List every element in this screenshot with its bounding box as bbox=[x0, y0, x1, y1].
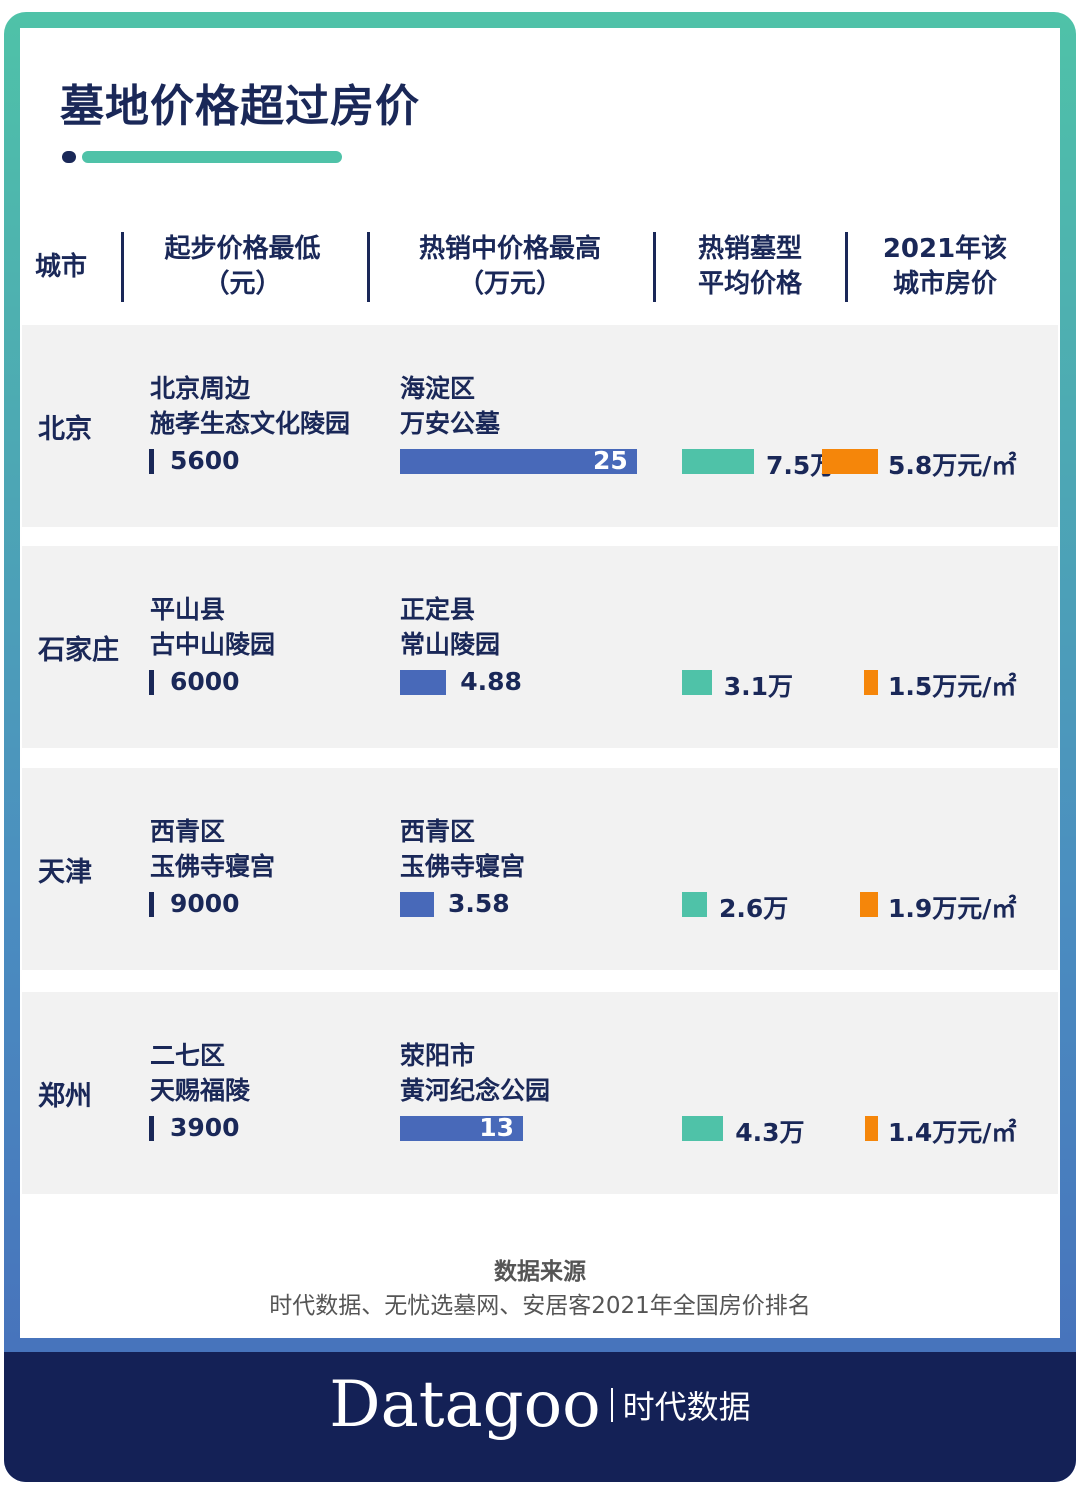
city-name: 天津 bbox=[38, 857, 92, 888]
avg-price-bar bbox=[682, 892, 707, 917]
cemetery-line: 二七区 bbox=[150, 1041, 226, 1070]
cemetery-line: 西青区 bbox=[150, 817, 226, 846]
min-price-marker bbox=[149, 1116, 154, 1141]
cemetery-line: 北京周边 bbox=[150, 374, 251, 403]
title-underline bbox=[82, 151, 342, 163]
max-price-value: 3.58 bbox=[447, 889, 510, 918]
cemetery-line: 天赐福陵 bbox=[150, 1076, 251, 1105]
column-divider bbox=[367, 232, 370, 302]
column-header: 2021年该 城市房价 bbox=[882, 234, 1008, 299]
table-row: 石家庄 平山县 古中山陵园 正定县 常山陵园 6000 4.88 3.1万 1.5万元/㎡ bbox=[22, 546, 1058, 748]
house-price-bar bbox=[822, 449, 878, 474]
max-price-bar bbox=[400, 670, 447, 695]
house-price-value: 1.4万元/㎡ bbox=[888, 1118, 1017, 1147]
city-name: 石家庄 bbox=[38, 635, 119, 666]
max-price-value: 13 bbox=[479, 1113, 515, 1142]
table-row: 郑州 二七区天赐福陵 荥阳市黄河纪念公园 3900 13 4.3万 1.4万元/㎡ bbox=[22, 992, 1058, 1194]
logo-en: Datagoo bbox=[329, 1368, 601, 1442]
logo-separator bbox=[610, 1388, 613, 1422]
city-name: 郑州 bbox=[38, 1081, 92, 1112]
max-price-bar bbox=[400, 1116, 524, 1141]
cemetery-line: 施孝生态文化陵园 bbox=[150, 409, 351, 438]
table-row: 天津 西青区 玉佛寺寝宫 西青区 玉佛寺寝宫 9000 3.58 2.6万 1.9万元/㎡ bbox=[22, 768, 1058, 970]
cemetery-line: 正定县 bbox=[400, 595, 476, 624]
cemetery-line: 玉佛寺寝宫 bbox=[150, 852, 276, 881]
footer-band bbox=[4, 1352, 1076, 1482]
min-price-value: 3900 bbox=[170, 1113, 240, 1142]
min-cemetery-name: 北京周边施孝生态文化陵园 bbox=[150, 371, 350, 441]
max-price-value: 4.88 bbox=[460, 667, 522, 696]
cemetery-line: 西青区 bbox=[400, 817, 476, 846]
avg-price-value: 3.1万 bbox=[723, 672, 794, 701]
house-price-value: 5.8万元/㎡ bbox=[888, 451, 1017, 480]
min-price-value: 5600 bbox=[170, 446, 240, 475]
min-cemetery-name: 平山县 古中山陵园 bbox=[150, 592, 275, 662]
max-price-value: 25 bbox=[593, 446, 628, 475]
max-cemetery-name: 荥阳市 黄河纪念公园 bbox=[400, 1038, 550, 1108]
avg-price-value: 4.3万 bbox=[735, 1118, 805, 1147]
page-title: 墓地价格超过房价 bbox=[60, 81, 420, 132]
avg-price-bar bbox=[682, 1116, 724, 1141]
column-header: 热销墓型 平均价格 bbox=[697, 234, 802, 299]
cemetery-line: 海淀区 bbox=[400, 374, 476, 403]
cemetery-line: 平山县 bbox=[150, 595, 226, 624]
table-row: 北京 北京周边 施孝生态文化陵园 海淀区 万安公墓 5600 25 7.5万 5.8万元/㎡ bbox=[22, 325, 1058, 527]
house-price-bar bbox=[863, 670, 878, 695]
column-divider bbox=[121, 232, 124, 302]
logo: Datagoo 时代数据 bbox=[0, 1368, 1080, 1442]
min-price-marker bbox=[149, 449, 154, 474]
column-divider bbox=[845, 232, 848, 302]
cemetery-line: 古中山陵园 bbox=[150, 630, 276, 659]
cemetery-line: 荥阳市 bbox=[400, 1041, 476, 1070]
logo-cn: 时代数据 bbox=[622, 1388, 751, 1426]
cemetery-line: 常山陵园 bbox=[400, 630, 501, 659]
column-header: 城市 bbox=[34, 252, 87, 282]
max-cemetery-name: 正定县 常山陵园 bbox=[400, 592, 500, 662]
column-divider bbox=[653, 232, 656, 302]
avg-price-bar bbox=[682, 670, 712, 695]
min-price-value: 9000 bbox=[170, 889, 240, 918]
min-price-marker bbox=[149, 892, 154, 917]
source-title: 数据来源 bbox=[494, 1259, 586, 1285]
avg-price-bar bbox=[682, 449, 754, 474]
min-cemetery-name: 二七区 天赐福陵 bbox=[150, 1038, 250, 1108]
title-dot bbox=[62, 151, 76, 163]
cemetery-line: 黄河纪念公园 bbox=[400, 1076, 551, 1105]
source-text: 时代数据、无忧选墓网、安居客2021年全国房价排名 bbox=[269, 1293, 811, 1319]
house-price-bar bbox=[859, 892, 878, 917]
house-price-value: 1.9万元/㎡ bbox=[888, 894, 1017, 923]
min-price-marker bbox=[149, 670, 154, 695]
max-cemetery-name: 西青区 玉佛寺寝宫 bbox=[400, 814, 525, 884]
column-header: 热销中价格最高 （万元） bbox=[418, 234, 601, 299]
max-price-bar bbox=[400, 449, 637, 474]
cemetery-line: 玉佛寺寝宫 bbox=[400, 852, 526, 881]
max-price-bar bbox=[400, 892, 434, 917]
min-price-value: 6000 bbox=[170, 667, 240, 696]
max-cemetery-name: 海淀区 万安公墓 bbox=[400, 371, 500, 441]
house-price-value: 1.5万元/㎡ bbox=[888, 672, 1017, 701]
column-header: 起步价格最低 （元） bbox=[164, 234, 321, 299]
min-cemetery-name: 西青区 玉佛寺寝宫 bbox=[150, 814, 275, 884]
house-price-bar bbox=[864, 1116, 878, 1141]
avg-price-value: 2.6万 bbox=[718, 894, 789, 923]
city-name: 北京 bbox=[38, 414, 92, 445]
cemetery-line: 万安公墓 bbox=[400, 409, 501, 438]
